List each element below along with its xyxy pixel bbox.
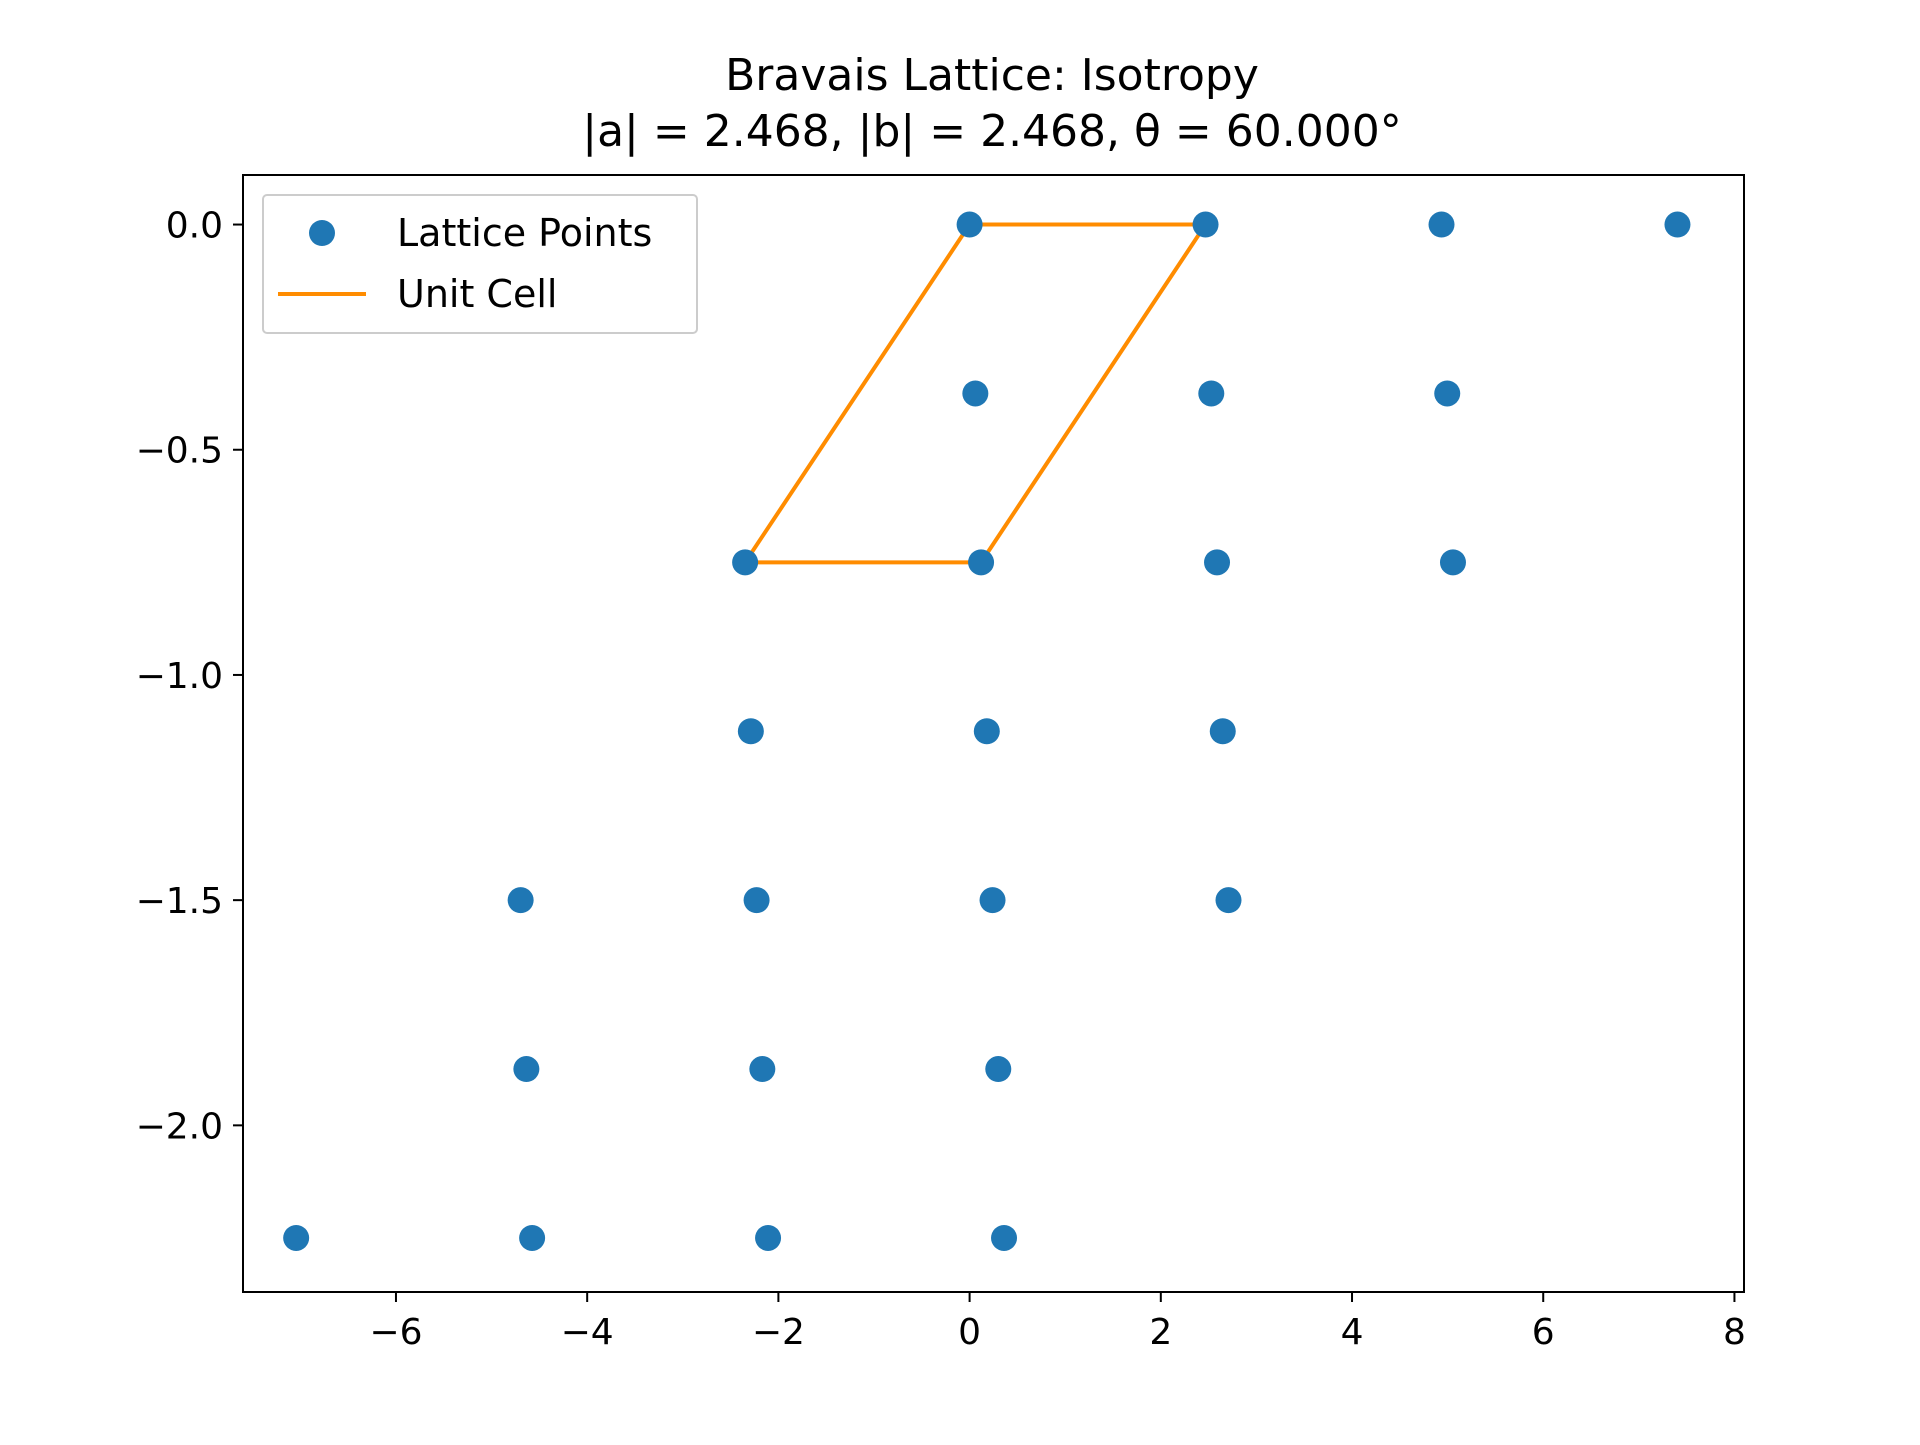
lattice-point-8 <box>968 549 995 576</box>
lattice-point-13 <box>1209 718 1236 745</box>
legend-box <box>262 194 698 334</box>
plot-content <box>283 211 1691 1251</box>
lattice-point-6 <box>1434 380 1461 407</box>
x-tick-label: 4 <box>1341 1312 1364 1353</box>
x-tick-label: 0 <box>958 1312 981 1353</box>
legend: Lattice Points Unit Cell <box>262 194 698 334</box>
lattice-point-19 <box>749 1056 776 1083</box>
lattice-point-2 <box>1428 211 1455 238</box>
lattice-point-23 <box>755 1224 782 1251</box>
lattice-point-10 <box>1439 549 1466 576</box>
lattice-point-24 <box>991 1224 1018 1251</box>
y-tick-label: −1.0 <box>136 656 223 697</box>
y-tick-label: −0.5 <box>136 431 223 472</box>
y-tick-label: −2.0 <box>136 1106 223 1147</box>
lattice-point-21 <box>283 1224 310 1251</box>
x-tick-label: 8 <box>1723 1312 1746 1353</box>
legend-label-lattice-points: Lattice Points <box>397 211 652 255</box>
legend-label-unit-cell: Unit Cell <box>397 272 557 316</box>
lattice-point-5 <box>1198 380 1225 407</box>
y-tick-label: 0.0 <box>166 206 223 247</box>
lattice-point-20 <box>985 1056 1012 1083</box>
x-axis-ticks: −6 −4 −2 0 2 4 6 8 <box>369 1292 1746 1353</box>
lattice-point-18 <box>513 1056 540 1083</box>
lattice-point-11 <box>737 718 764 745</box>
chart-subtitle: |a| = 2.468, |b| = 2.468, θ = 60.000° <box>582 106 1401 157</box>
x-tick-label: −6 <box>369 1312 422 1353</box>
legend-marker-lattice-points <box>309 220 335 246</box>
y-axis-ticks: 0.0 −0.5 −1.0 −1.5 −2.0 <box>136 206 243 1147</box>
lattice-point-0 <box>956 211 983 238</box>
lattice-point-17 <box>1215 887 1242 914</box>
lattice-point-12 <box>973 718 1000 745</box>
x-tick-label: 2 <box>1149 1312 1172 1353</box>
chart-title: Bravais Lattice: Isotropy <box>725 50 1259 101</box>
x-tick-label: −2 <box>752 1312 805 1353</box>
lattice-point-16 <box>979 887 1006 914</box>
lattice-point-4 <box>962 380 989 407</box>
y-tick-label: −1.5 <box>136 881 223 922</box>
lattice-point-14 <box>507 887 534 914</box>
lattice-point-3 <box>1664 211 1691 238</box>
x-tick-label: −4 <box>561 1312 614 1353</box>
lattice-point-1 <box>1192 211 1219 238</box>
lattice-point-22 <box>519 1224 546 1251</box>
x-tick-label: 6 <box>1532 1312 1555 1353</box>
lattice-point-7 <box>732 549 759 576</box>
lattice-point-15 <box>743 887 770 914</box>
plot-frame <box>242 174 1745 1293</box>
lattice-point-9 <box>1204 549 1231 576</box>
